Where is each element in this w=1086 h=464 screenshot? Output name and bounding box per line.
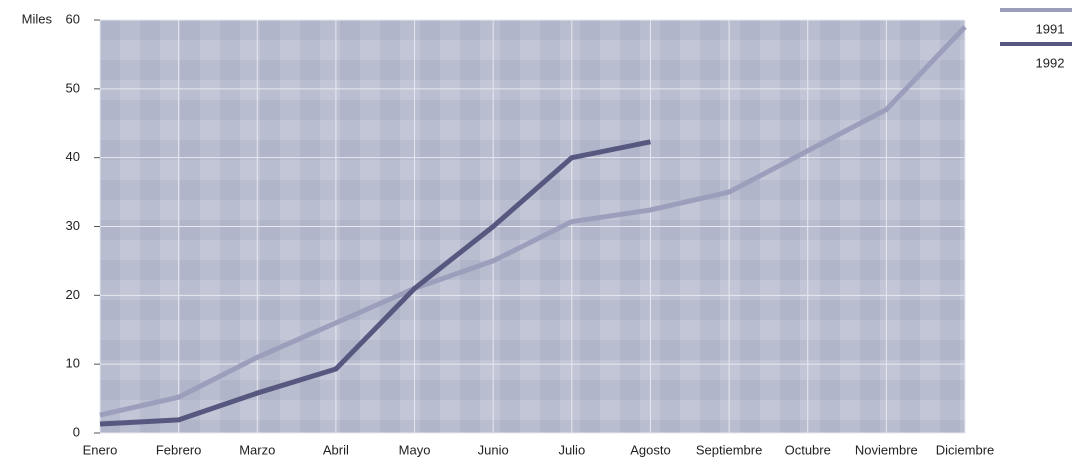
x-tick-label: Diciembre [936, 442, 995, 457]
x-tick-label: Julio [558, 442, 585, 457]
series-line [99, 139, 651, 427]
x-tick-label: Noviembre [855, 442, 918, 457]
x-tick-label: Enero [83, 442, 118, 457]
y-tick-label: 10 [66, 356, 80, 371]
legend-label: 1992 [1036, 55, 1065, 70]
y-tick-label: 0 [73, 424, 80, 439]
x-tick-label: Mayo [399, 442, 431, 457]
y-tick-label: 20 [66, 287, 80, 302]
legend-label: 1991 [1036, 21, 1065, 36]
y-axis-label: Miles [22, 11, 53, 26]
x-tick-label: Febrero [156, 442, 202, 457]
x-tick-label: Junio [478, 442, 509, 457]
y-tick-label: 50 [66, 80, 80, 95]
series-line [99, 25, 967, 418]
y-tick-label: 60 [66, 11, 80, 26]
y-tick-label: 40 [66, 149, 80, 164]
x-tick-label: Octubre [785, 442, 831, 457]
x-tick-label: Marzo [239, 442, 275, 457]
x-tick-label: Septiembre [696, 442, 762, 457]
x-tick-label: Agosto [630, 442, 670, 457]
x-tick-label: Abril [323, 442, 349, 457]
y-tick-label: 30 [66, 218, 80, 233]
